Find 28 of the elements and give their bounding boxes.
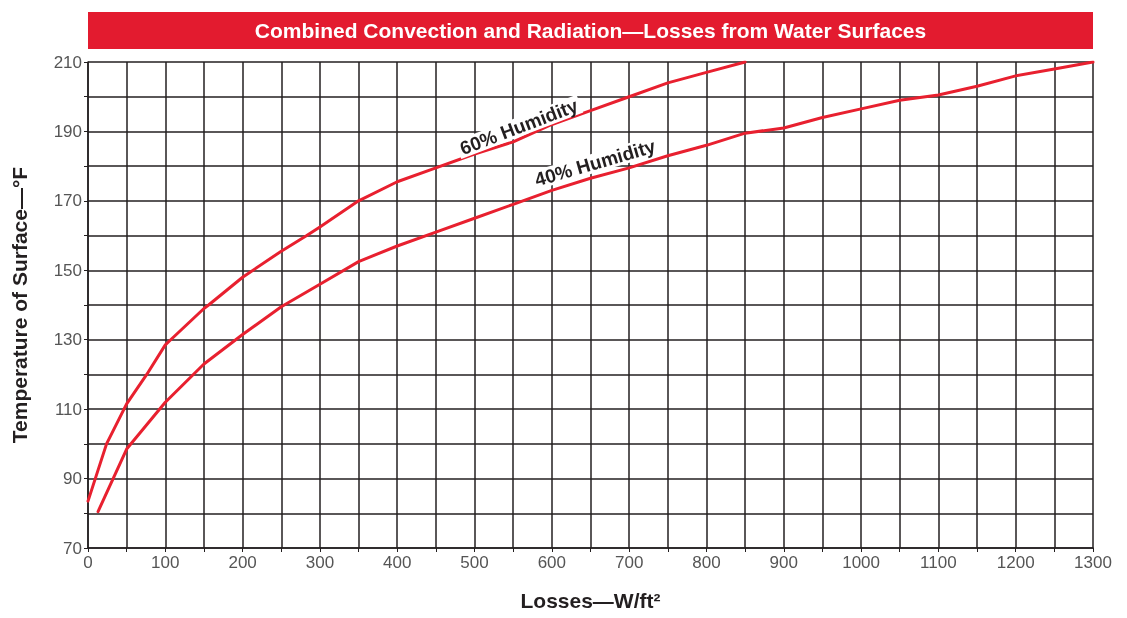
x-tick-label: 1300 [1074,553,1112,572]
y-tick-label: 170 [53,191,82,211]
line-series [96,60,1095,514]
x-tick-label: 200 [228,553,257,572]
x-tick-label: 700 [614,553,644,572]
y-tick-label: 210 [53,52,82,72]
y-tick-label: 130 [53,330,82,350]
x-tick-label: 800 [692,553,721,572]
chart-title: Combined Convection and Radiation—Losses from Water Surfaces [254,19,927,42]
x-tick-label: 600 [537,553,567,572]
y-tick-label: 150 [53,260,82,280]
line-series [86,60,747,503]
x-tick-label: 400 [383,553,412,572]
x-tick-label: 1200 [996,553,1035,572]
y-tick-label: 110 [54,399,82,419]
y-axis-title: Temperature of Surface—°F [8,166,31,444]
x-tick-label: 900 [769,553,798,572]
x-tick-label: 1100 [920,553,957,572]
x-tick-label: 0 [83,553,93,572]
x-tick-label: 500 [460,553,489,572]
y-tick-label: 90 [63,469,82,489]
x-axis-title: Losses—W/ft² [520,589,661,612]
x-tick-label: 1000 [842,553,880,572]
y-tick-label: 190 [53,121,82,141]
text: 40% Humidity [532,135,659,191]
x-tick-label: 300 [305,553,335,572]
x-tick-label: 100 [151,553,180,572]
y-tick-label: 70 [63,538,82,558]
